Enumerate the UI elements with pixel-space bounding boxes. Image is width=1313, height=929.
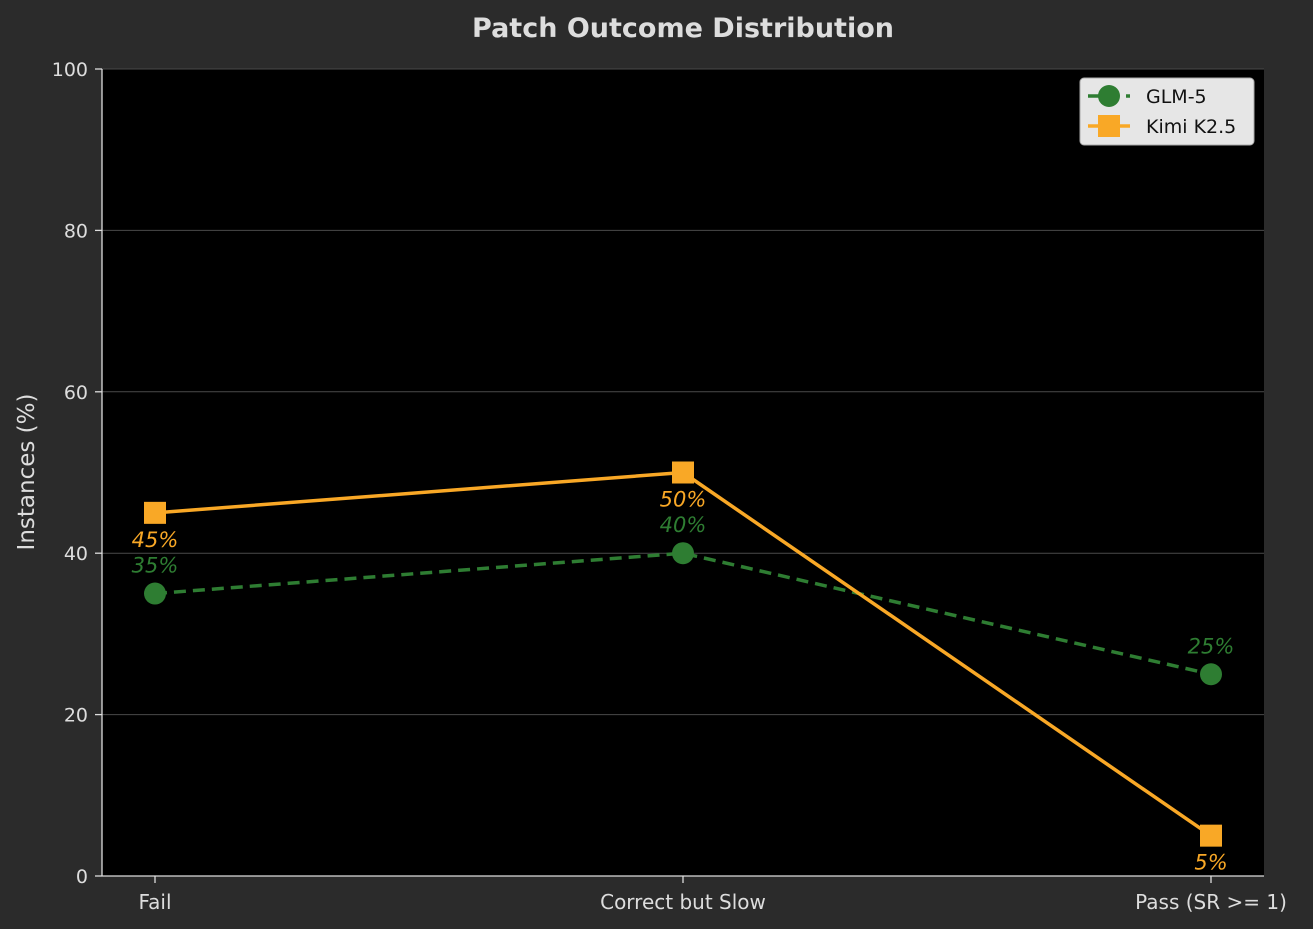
y-tick-label: 80 [64, 220, 88, 242]
data-label: 40% [660, 513, 707, 537]
series-group [144, 461, 1222, 847]
y-tick-label: 40 [64, 543, 88, 565]
y-tick-label: 0 [76, 866, 88, 888]
data-point-marker [144, 582, 166, 605]
y-axis-label: Instances (%) [14, 394, 40, 551]
legend-label: Kimi K2.5 [1146, 116, 1236, 138]
series-line-0 [154, 551, 1212, 676]
legend: GLM-5 Kimi K2.5 [1079, 77, 1255, 146]
data-label: 45% [132, 528, 179, 552]
data-point-marker [672, 542, 694, 565]
legend-box [1079, 77, 1255, 146]
grid-lines [102, 68, 1264, 716]
x-tick-label: Pass (SR >= 1) [1135, 890, 1287, 914]
data-point-marker [1200, 824, 1222, 847]
data-label: 5% [1194, 851, 1227, 875]
legend-marker-1 [1098, 115, 1120, 137]
data-label: 50% [660, 488, 707, 512]
chart-title: Patch Outcome Distribution [472, 13, 894, 44]
legend-marker-0 [1098, 85, 1120, 107]
axes: 0 20 40 60 80 100 Fail Correct but Slow Pass (SR… [52, 59, 1287, 914]
y-tick-label: 60 [64, 382, 88, 404]
data-label: 25% [1188, 634, 1235, 658]
data-point-marker [144, 501, 166, 524]
x-tick-label: Fail [138, 890, 171, 914]
data-labels: 35% 40% 25% 45% 50% 5% [132, 488, 1235, 875]
y-tick-label: 100 [52, 59, 88, 81]
x-tick-label: Correct but Slow [600, 890, 766, 914]
data-label: 35% [132, 554, 179, 578]
data-point-marker [672, 461, 694, 484]
legend-label: GLM-5 [1146, 86, 1207, 108]
data-point-marker [1200, 663, 1222, 686]
y-tick-label: 20 [64, 705, 88, 727]
